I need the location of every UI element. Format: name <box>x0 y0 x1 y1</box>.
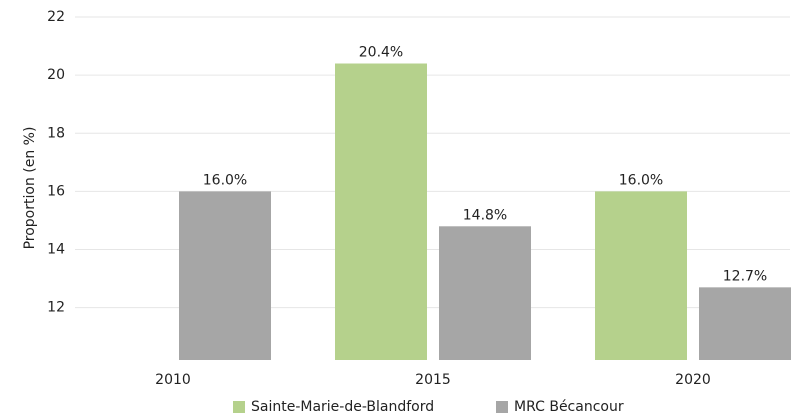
x-tick-label: 2010 <box>155 372 191 388</box>
bar <box>699 287 791 360</box>
y-tick-label: 18 <box>47 125 65 141</box>
bar <box>179 191 271 360</box>
value-label: 16.0% <box>619 172 663 188</box>
y-tick-label: 22 <box>47 9 65 25</box>
bar <box>439 226 531 360</box>
bar <box>595 191 687 360</box>
y-tick-label: 20 <box>47 67 65 83</box>
y-tick-label: 14 <box>47 242 65 258</box>
y-tick-label: 12 <box>47 300 65 316</box>
bar <box>335 63 427 360</box>
legend-swatch <box>233 401 245 413</box>
legend-swatch <box>496 401 508 413</box>
legend-label: Sainte-Marie-de-Blandford <box>251 399 434 414</box>
value-label: 14.8% <box>463 207 507 223</box>
value-label: 20.4% <box>359 45 403 61</box>
legend-label: MRC Bécancour <box>514 399 624 414</box>
x-tick-label: 2020 <box>675 372 711 388</box>
value-label: 16.0% <box>203 172 247 188</box>
y-axis-label: Proportion (en %) <box>22 127 38 250</box>
y-tick-label: 16 <box>47 183 65 199</box>
x-tick-label: 2015 <box>415 372 451 388</box>
value-label: 12.7% <box>723 268 767 284</box>
